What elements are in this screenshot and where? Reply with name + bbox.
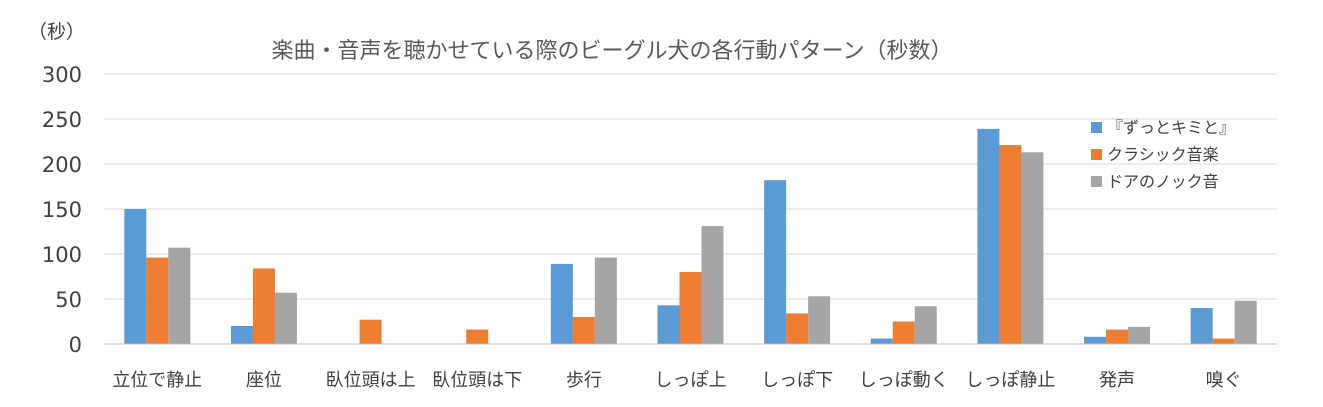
legend-label: クラシック音楽 (1107, 145, 1219, 164)
bar (999, 145, 1022, 344)
bar (1106, 329, 1129, 344)
bar (701, 226, 724, 344)
bar (230, 326, 253, 344)
y-tick-label: 0 (69, 333, 82, 357)
bar (679, 272, 702, 344)
legend-label: ドアのノック音 (1107, 172, 1219, 191)
x-tick-label: 臥位頭は上 (326, 370, 416, 391)
legend-swatch (1091, 176, 1102, 187)
x-axis-ticks: 立位で静止 座位 臥位頭は上 臥位頭は下 歩行 しっぽ上 しっぽ下 しっぽ動く しっぽ静止 発声 嗅… (112, 370, 1241, 391)
bar (914, 306, 937, 344)
y-axis-label: （秒） (28, 21, 85, 43)
bar (466, 329, 489, 344)
bar (124, 209, 147, 344)
bar (1021, 152, 1044, 344)
bar (146, 257, 169, 344)
bar (764, 180, 787, 344)
bar (168, 247, 191, 344)
bar (657, 305, 680, 344)
bar (274, 292, 297, 344)
y-tick-label: 100 (42, 243, 82, 267)
bar (252, 268, 275, 344)
bar (870, 338, 893, 344)
bar (594, 257, 617, 344)
bars (124, 128, 1257, 344)
bar (808, 296, 831, 344)
bar (1190, 308, 1213, 344)
bar (550, 263, 573, 344)
bar (977, 128, 1000, 344)
x-tick-label: しっぽ上 (655, 370, 727, 391)
bar (892, 321, 915, 344)
bar (1084, 336, 1107, 344)
legend-swatch (1091, 122, 1102, 133)
x-tick-label: 立位で静止 (112, 370, 202, 391)
x-tick-label: しっぽ静止 (965, 370, 1055, 391)
y-axis-ticks: 0 50 100 150 200 250 300 (42, 63, 82, 357)
legend-swatch (1091, 149, 1102, 160)
x-tick-label: 座位 (246, 370, 282, 391)
bar (572, 317, 595, 344)
x-tick-label: しっぽ動く (859, 370, 949, 391)
bar (786, 313, 809, 344)
chart-title: 楽曲・音声を聴かせている際のビーグル犬の各行動パターン（秒数） (272, 39, 953, 64)
x-tick-label: 嗅ぐ (1206, 370, 1242, 391)
bar (1234, 300, 1257, 344)
x-tick-label: 発声 (1099, 370, 1135, 391)
y-tick-label: 50 (55, 288, 82, 312)
y-tick-label: 300 (42, 63, 82, 87)
y-tick-label: 200 (42, 153, 82, 177)
y-tick-label: 250 (42, 108, 82, 132)
y-tick-label: 150 (42, 198, 82, 222)
bar (1128, 326, 1151, 344)
bar (1212, 338, 1235, 344)
legend-label: 『ずっとキミと』 (1107, 118, 1235, 137)
x-tick-label: しっぽ下 (761, 370, 833, 391)
x-tick-label: 臥位頭は下 (432, 370, 522, 391)
gridlines (104, 73, 1277, 300)
x-tick-label: 歩行 (566, 370, 602, 391)
bar (359, 319, 382, 344)
